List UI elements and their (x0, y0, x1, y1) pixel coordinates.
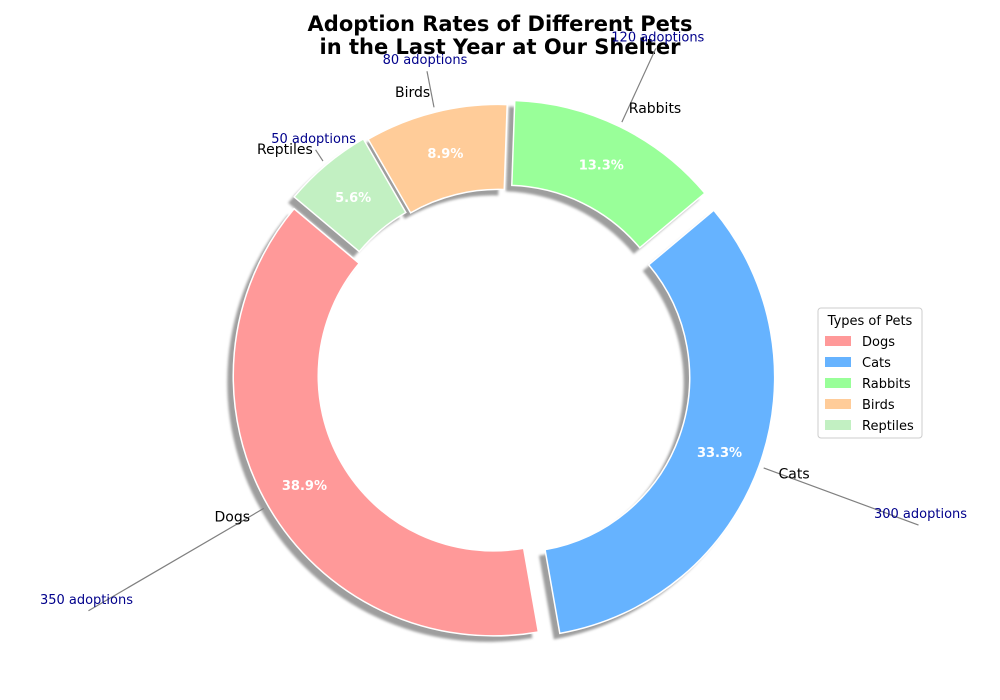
annotation-connector-reptiles (315, 149, 324, 162)
category-label-reptiles: Reptiles (257, 142, 313, 158)
percent-label-reptiles: 5.6% (335, 191, 371, 206)
percent-label-rabbits: 13.3% (579, 158, 624, 173)
legend-label-birds: Birds (862, 398, 895, 413)
wedge-birds (367, 103, 508, 214)
wedge-labels: Dogs 38.9% 350 adoptions Cats 33.3% 300 adopt… (40, 30, 967, 607)
wedge-reptiles (293, 137, 407, 253)
annotation-cats: 300 adoptions (874, 507, 967, 522)
annotation-dogs: 350 adoptions (40, 593, 133, 608)
legend-title: Types of Pets (827, 314, 913, 329)
legend-swatch-birds (825, 399, 851, 409)
category-label-cats: Cats (779, 466, 810, 482)
chart-title-line-1: Adoption Rates of Different Pets (308, 12, 693, 36)
chart-title-line-2: in the Last Year at Our Shelter (320, 35, 682, 59)
category-label-rabbits: Rabbits (629, 101, 681, 117)
legend-swatch-reptiles (825, 420, 851, 430)
legend-swatch-rabbits (825, 378, 851, 388)
annotation-reptiles: 50 adoptions (271, 132, 356, 147)
category-label-birds: Birds (395, 85, 430, 101)
percent-label-birds: 8.9% (427, 147, 463, 162)
wedge-rabbits (511, 99, 706, 249)
wedge-dogs (232, 207, 540, 637)
legend-swatch-dogs (825, 336, 851, 346)
legend-label-reptiles: Reptiles (862, 419, 914, 434)
annotation-connectors (88, 48, 919, 612)
legend-label-rabbits: Rabbits (862, 377, 911, 392)
legend-entries: Dogs Cats Rabbits Birds Reptiles (825, 335, 914, 434)
wedge-cats (544, 209, 776, 635)
wedges (232, 99, 776, 637)
legend-swatch-cats (825, 357, 851, 367)
annotation-connector-rabbits (621, 48, 657, 123)
legend: Types of Pets Dogs Cats Rabbits Birds Reptil… (817, 307, 923, 439)
annotation-rabbits: 120 adoptions (611, 30, 704, 45)
annotation-birds: 80 adoptions (383, 53, 468, 68)
category-label-dogs: Dogs (215, 509, 251, 525)
percent-label-dogs: 38.9% (282, 479, 327, 494)
legend-label-dogs: Dogs (862, 335, 895, 350)
percent-label-cats: 33.3% (697, 446, 742, 461)
annotation-connector-dogs (88, 507, 265, 612)
annotation-connector-birds (426, 71, 435, 108)
annotation-connector-cats (763, 467, 919, 526)
legend-label-cats: Cats (862, 356, 891, 371)
